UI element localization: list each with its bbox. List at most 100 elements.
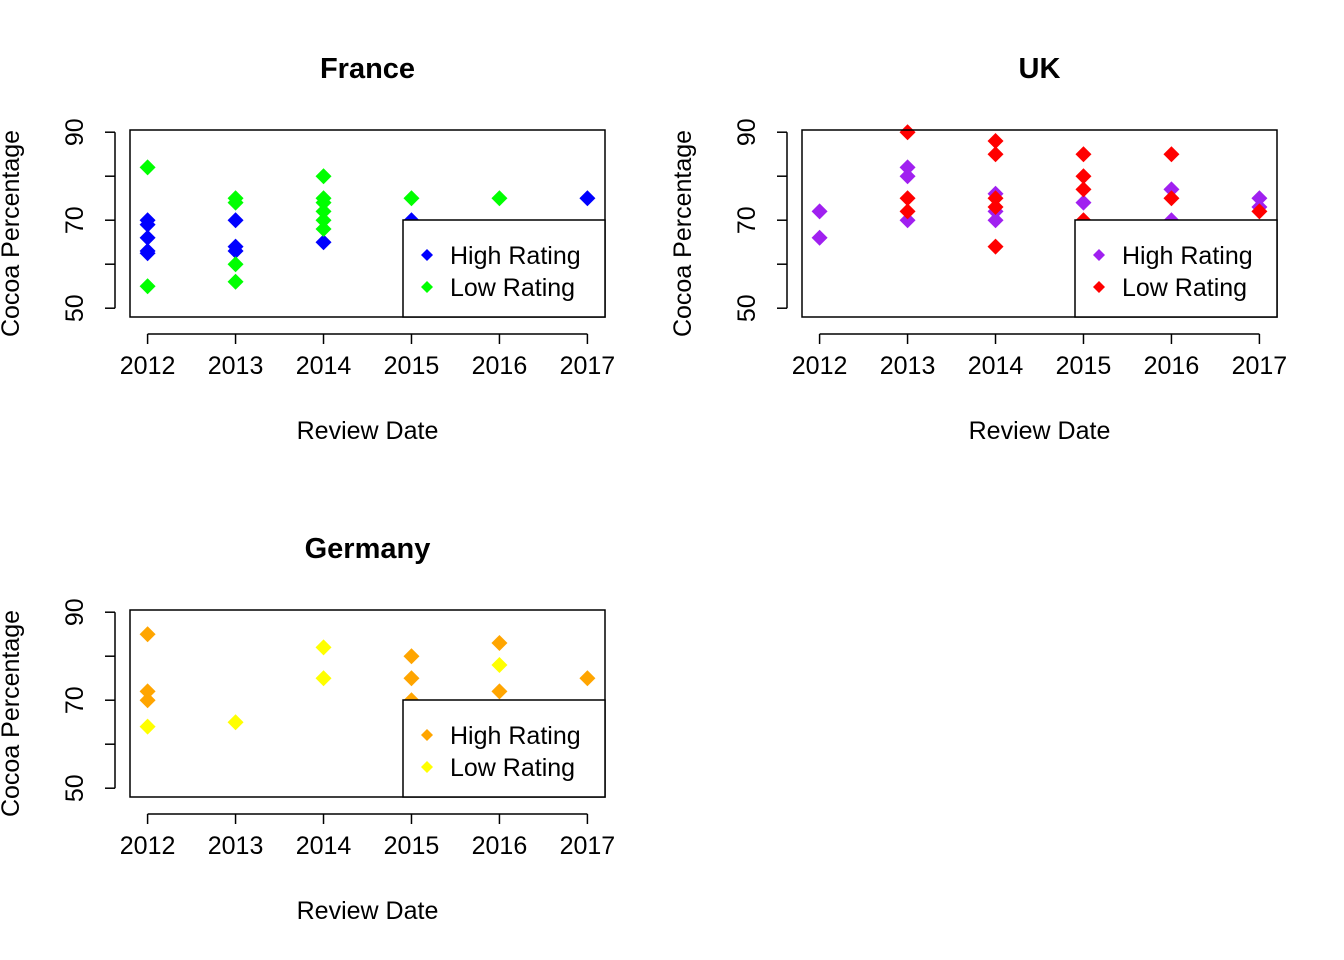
y-axis-label: Cocoa Percentage [0, 130, 25, 337]
data-point [227, 714, 244, 731]
x-axis-label: Review Date [969, 417, 1111, 445]
chart-title: UK [1019, 53, 1061, 85]
data-point [987, 199, 1004, 215]
data-point [811, 203, 828, 220]
y-tick-label: 70 [61, 686, 89, 714]
legend-label: High Rating [1122, 242, 1253, 270]
data-point [315, 639, 332, 656]
data-point [139, 216, 156, 233]
legend: High Rating Low Rating [1074, 219, 1278, 318]
x-tick-label: 2014 [968, 352, 1024, 380]
data-point [987, 190, 1004, 207]
legend-marker [421, 249, 433, 261]
legend-label: Low Rating [450, 754, 575, 782]
x-tick-label: 2016 [1144, 352, 1200, 380]
x-tick-label: 2013 [208, 832, 264, 860]
data-point [403, 648, 420, 665]
legend: High Rating Low Rating [402, 699, 606, 798]
data-point [227, 243, 244, 259]
x-tick-label: 2016 [472, 352, 528, 380]
data-point [1163, 181, 1180, 198]
x-tick-label: 2017 [560, 832, 616, 860]
legend-marker [421, 729, 433, 741]
data-point [899, 190, 916, 207]
legend-label: Low Rating [1122, 274, 1247, 302]
legend-marker [421, 281, 433, 293]
y-tick-label: 90 [733, 118, 761, 146]
data-point [315, 194, 332, 211]
data-point [899, 203, 916, 220]
data-point [1251, 203, 1268, 220]
x-tick-label: 2014 [296, 832, 352, 860]
data-point [899, 124, 916, 141]
data-point [899, 168, 916, 185]
y-axis-label: Cocoa Percentage [669, 130, 697, 337]
data-point [403, 670, 420, 687]
x-tick-label: 2016 [472, 832, 528, 860]
data-point [227, 212, 244, 229]
chart-title: France [320, 53, 415, 85]
data-point [139, 692, 156, 709]
data-point [811, 229, 828, 246]
y-tick-label: 50 [733, 294, 761, 322]
data-point [491, 635, 508, 651]
x-tick-label: 2015 [384, 832, 440, 860]
data-point [315, 168, 332, 185]
x-tick-label: 2012 [120, 832, 176, 860]
y-tick-label: 90 [61, 598, 89, 626]
chart-panel-1: UK 2012 2013 2014 2015 2016 2017 Review Date 50 7… [669, 53, 1287, 445]
data-point [1075, 146, 1092, 163]
legend: High Rating Low Rating [402, 219, 606, 318]
data-point [1075, 168, 1092, 185]
data-point [315, 203, 332, 220]
data-point [227, 273, 244, 290]
data-point [139, 278, 156, 295]
data-point [315, 212, 332, 229]
data-point [987, 146, 1004, 163]
data-point [315, 234, 332, 251]
data-point [491, 683, 508, 700]
data-point [139, 229, 156, 246]
data-points [139, 159, 596, 295]
chart-panel-2: Germany 2012 2013 2014 2015 2016 2017 Review Da… [0, 533, 615, 925]
data-point [579, 670, 596, 687]
data-point [139, 245, 156, 262]
x-tick-label: 2014 [296, 352, 352, 380]
chart-panel-0: France 2012 2013 2014 2015 2016 2017 Review Dat… [0, 53, 615, 445]
data-point [139, 159, 156, 176]
x-tick-label: 2017 [1232, 352, 1288, 380]
x-tick-label: 2012 [120, 352, 176, 380]
data-point [139, 683, 156, 700]
legend-marker [421, 761, 433, 773]
data-point [139, 718, 156, 735]
chart-title: Germany [305, 533, 431, 565]
data-points [139, 626, 596, 735]
y-tick-label: 90 [61, 118, 89, 146]
x-tick-label: 2017 [560, 352, 616, 380]
data-point [227, 256, 244, 273]
data-point [1075, 194, 1092, 211]
data-point [1251, 190, 1268, 207]
x-tick-label: 2012 [792, 352, 848, 380]
legend-label: High Rating [450, 722, 581, 750]
legend-label: High Rating [450, 242, 581, 270]
y-axis-label: Cocoa Percentage [0, 610, 25, 817]
data-point [987, 133, 1004, 149]
x-axis-label: Review Date [297, 897, 439, 925]
y-tick-label: 70 [733, 206, 761, 234]
legend-box [1074, 219, 1278, 318]
data-point [899, 159, 916, 176]
data-point [987, 212, 1004, 229]
data-point [491, 657, 508, 673]
data-point [1163, 190, 1180, 207]
data-point [899, 212, 916, 229]
data-point [403, 190, 420, 207]
x-axis-label: Review Date [297, 417, 439, 445]
x-tick-label: 2015 [384, 352, 440, 380]
data-point [491, 190, 508, 207]
data-point [139, 626, 156, 643]
legend-box [402, 219, 606, 318]
x-tick-label: 2015 [1056, 352, 1112, 380]
data-point [1075, 181, 1092, 198]
